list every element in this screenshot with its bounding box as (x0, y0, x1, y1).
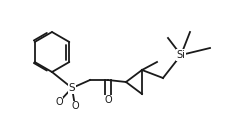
Text: O: O (71, 101, 79, 111)
Text: O: O (104, 95, 112, 105)
Text: O: O (55, 97, 63, 107)
Text: Si: Si (176, 50, 185, 60)
Text: S: S (69, 83, 75, 93)
